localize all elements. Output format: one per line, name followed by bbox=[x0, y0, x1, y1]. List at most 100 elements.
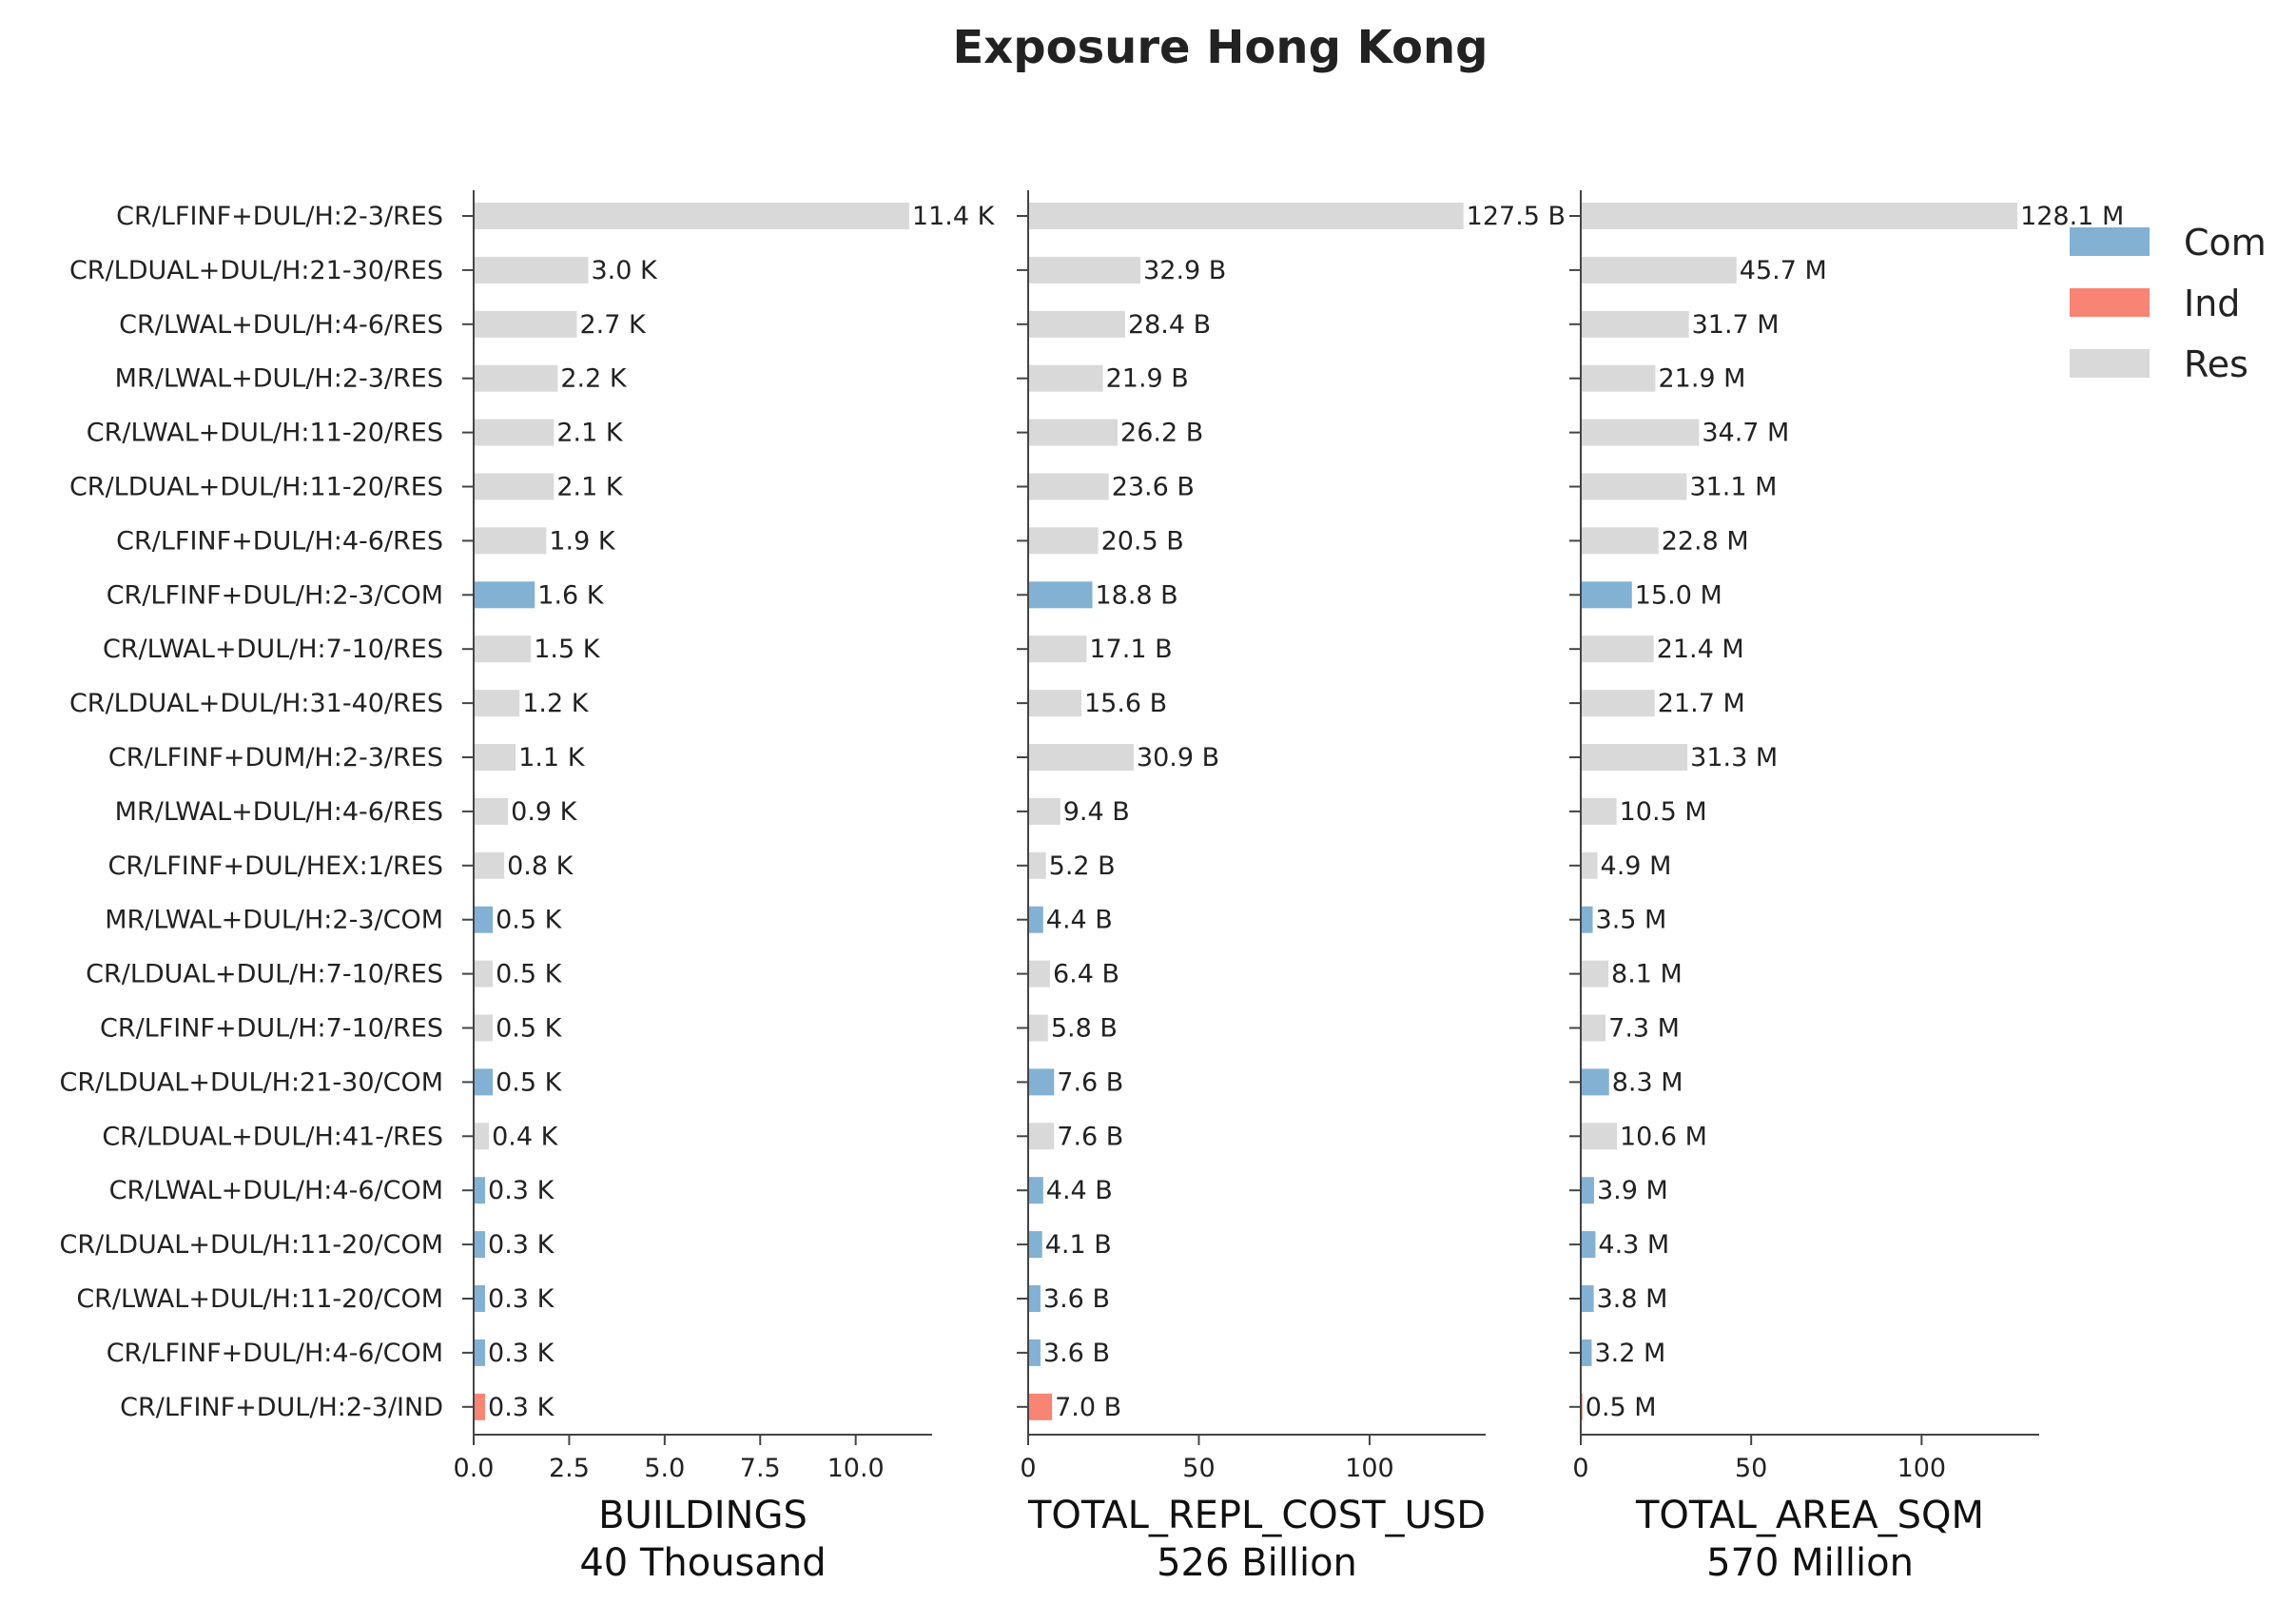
value-label: 45.7 M bbox=[1740, 256, 1827, 285]
x-tick-label: 50 bbox=[1182, 1454, 1215, 1483]
value-label: 0.5 K bbox=[496, 960, 563, 989]
category-label: CR/LFINF+DUM/H:2-3/RES bbox=[108, 743, 443, 773]
category-labels: CR/LFINF+DUL/H:2-3/RES CR/LDUAL+DUL/H:21-… bbox=[60, 202, 443, 1422]
bar-com bbox=[1581, 1068, 1609, 1096]
x-axis-title: BUILDINGS bbox=[598, 1494, 807, 1537]
x-tick-label: 50 bbox=[1735, 1454, 1767, 1483]
x-tick-label: 0.0 bbox=[454, 1454, 495, 1483]
value-label: 11.4 K bbox=[912, 202, 996, 231]
value-label: 7.6 B bbox=[1057, 1122, 1123, 1151]
bar-com bbox=[1028, 1339, 1041, 1366]
bar-res bbox=[474, 797, 509, 825]
panel-1: 0.0 2.5 5.0 7.5 10.0 11.4 K 3.0 K 2.7 K 2.2 K 2.1… bbox=[454, 190, 996, 1585]
panels: 0.0 2.5 5.0 7.5 10.0 11.4 K 3.0 K 2.7 K 2.2 K 2.1… bbox=[454, 190, 2124, 1585]
category-label: CR/LFINF+DUL/H:7-10/RES bbox=[100, 1014, 443, 1044]
value-label: 3.2 M bbox=[1594, 1339, 1665, 1368]
value-label: 9.4 B bbox=[1063, 797, 1130, 827]
value-label: 3.5 M bbox=[1596, 906, 1667, 935]
x-axis-title: TOTAL_REPL_COST_USD bbox=[1027, 1494, 1486, 1537]
legend-item-res: Res bbox=[2070, 343, 2248, 385]
bar-res bbox=[474, 851, 505, 879]
value-label: 3.9 M bbox=[1597, 1176, 1668, 1205]
bar-res bbox=[1581, 797, 1617, 825]
bar-res bbox=[1028, 1123, 1055, 1150]
bar-res bbox=[474, 364, 558, 392]
category-label: CR/LFINF+DUL/H:4-6/COM bbox=[107, 1339, 443, 1368]
category-label: CR/LWAL+DUL/H:4-6/RES bbox=[119, 310, 443, 340]
bar-res bbox=[1028, 527, 1099, 555]
value-label: 21.7 M bbox=[1658, 689, 1745, 718]
value-label: 28.4 B bbox=[1128, 310, 1211, 340]
bar-res bbox=[474, 527, 547, 555]
bar-res bbox=[474, 473, 555, 500]
panel-3: 0 50 100 128.1 M 45.7 M 31.7 M 21.9 M 34.7 M 31.… bbox=[1569, 190, 2124, 1585]
legend-label: Ind bbox=[2184, 283, 2240, 324]
value-label: 0.4 K bbox=[492, 1122, 559, 1151]
bar-res bbox=[474, 1014, 494, 1042]
value-label: 0.8 K bbox=[507, 851, 574, 881]
legend-item-com: Com bbox=[2070, 222, 2267, 264]
bar-com bbox=[474, 1177, 486, 1204]
value-label: 0.5 K bbox=[496, 1067, 563, 1097]
bar-com bbox=[1581, 1339, 1592, 1366]
bar-res bbox=[1581, 256, 1737, 284]
value-label: 10.6 M bbox=[1620, 1122, 1707, 1151]
value-label: 8.1 M bbox=[1611, 960, 1683, 989]
bar-com bbox=[474, 1231, 486, 1259]
x-tick-label: 0 bbox=[1020, 1454, 1036, 1483]
panel-2: 0 50 100 127.5 B 32.9 B 28.4 B 21.9 B 26.2 B 23.… bbox=[1017, 190, 1566, 1585]
bar-res bbox=[474, 636, 532, 663]
category-label: CR/LWAL+DUL/H:11-20/RES bbox=[87, 419, 443, 448]
category-label: CR/LDUAL+DUL/H:21-30/RES bbox=[69, 256, 443, 285]
category-label: CR/LFINF+DUL/H:2-3/COM bbox=[107, 580, 443, 610]
x-tick-label: 7.5 bbox=[740, 1454, 781, 1483]
bar-com bbox=[1028, 1177, 1043, 1204]
value-label: 5.8 B bbox=[1051, 1014, 1118, 1044]
value-label: 0.3 K bbox=[488, 1176, 555, 1205]
category-label: CR/LFINF+DUL/H:2-3/IND bbox=[120, 1393, 443, 1422]
legend-label: Com bbox=[2184, 222, 2267, 264]
bar-res bbox=[474, 310, 577, 338]
value-label: 3.6 B bbox=[1043, 1284, 1110, 1314]
x-tick-label: 0 bbox=[1572, 1454, 1588, 1483]
bar-res bbox=[474, 744, 516, 771]
bar-res bbox=[1028, 310, 1125, 338]
category-label: CR/LFINF+DUL/HEX:1/RES bbox=[108, 851, 443, 881]
legend-swatch bbox=[2070, 349, 2150, 378]
value-label: 7.6 B bbox=[1057, 1067, 1123, 1097]
category-label: CR/LDUAL+DUL/H:31-40/RES bbox=[69, 689, 443, 718]
value-label: 0.5 K bbox=[496, 1014, 563, 1044]
bar-res bbox=[1028, 797, 1060, 825]
x-tick-label: 2.5 bbox=[549, 1454, 590, 1483]
bar-res bbox=[474, 960, 494, 988]
value-label: 1.5 K bbox=[534, 635, 601, 664]
value-label: 21.4 M bbox=[1657, 635, 1744, 664]
value-label: 8.3 M bbox=[1612, 1067, 1683, 1097]
value-label: 0.5 K bbox=[496, 906, 563, 935]
legend-item-ind: Ind bbox=[2070, 283, 2240, 324]
category-label: MR/LWAL+DUL/H:2-3/COM bbox=[105, 906, 443, 935]
bar-res bbox=[1581, 960, 1609, 988]
value-label: 31.7 M bbox=[1692, 310, 1780, 340]
bar-com bbox=[1581, 906, 1593, 933]
x-tick-label: 100 bbox=[1345, 1454, 1394, 1483]
bar-res bbox=[474, 1123, 490, 1150]
bar-res bbox=[1581, 744, 1688, 771]
value-label: 4.4 B bbox=[1046, 1176, 1113, 1205]
category-label: CR/LWAL+DUL/H:11-20/COM bbox=[76, 1284, 443, 1314]
legend-swatch bbox=[2070, 227, 2150, 256]
category-label: MR/LWAL+DUL/H:2-3/RES bbox=[115, 364, 443, 394]
legend-label: Res bbox=[2184, 343, 2248, 385]
bar-com bbox=[474, 1339, 486, 1366]
bar-com bbox=[1581, 1177, 1594, 1204]
value-label: 0.3 K bbox=[488, 1393, 555, 1422]
value-label: 0.5 M bbox=[1586, 1393, 1657, 1422]
value-label: 26.2 B bbox=[1120, 419, 1203, 448]
value-label: 1.9 K bbox=[549, 526, 616, 556]
category-label: MR/LWAL+DUL/H:4-6/RES bbox=[115, 797, 443, 827]
bar-res bbox=[1581, 473, 1687, 500]
bar-com bbox=[1581, 1285, 1594, 1312]
x-tick-label: 5.0 bbox=[644, 1454, 685, 1483]
x-axis-title: TOTAL_AREA_SQM bbox=[1635, 1494, 1984, 1537]
value-label: 7.0 B bbox=[1055, 1393, 1121, 1422]
